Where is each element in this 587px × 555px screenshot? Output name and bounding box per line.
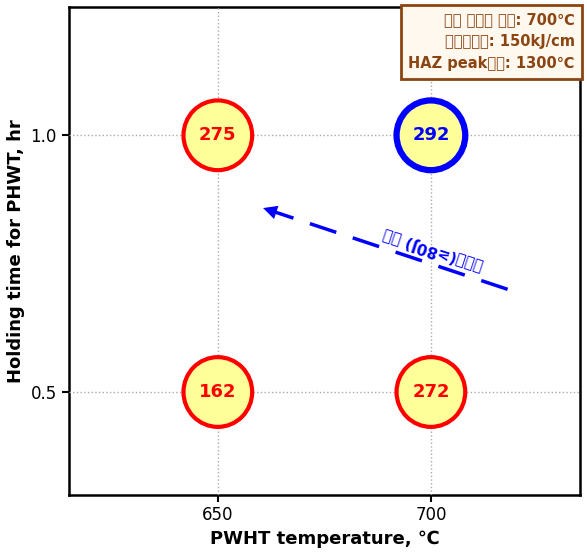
- Ellipse shape: [184, 100, 252, 170]
- Ellipse shape: [184, 357, 252, 427]
- Text: 안목표(≥80J) 달성: 안목표(≥80J) 달성: [381, 227, 485, 274]
- Text: 275: 275: [199, 127, 237, 144]
- Ellipse shape: [397, 357, 465, 427]
- X-axis label: PWHT temperature, ℃: PWHT temperature, ℃: [210, 530, 439, 548]
- Text: 272: 272: [412, 383, 450, 401]
- Y-axis label: Holding time for PHWT, hr: Holding time for PHWT, hr: [7, 119, 25, 383]
- Text: 292: 292: [412, 127, 450, 144]
- Ellipse shape: [397, 100, 465, 170]
- Text: 162: 162: [199, 383, 237, 401]
- Text: 모재 템퍼링 온도: 700℃
용접입열량: 150kJ/cm
HAZ peak온도: 1300℃: 모재 템퍼링 온도: 700℃ 용접입열량: 150kJ/cm HAZ peak…: [409, 12, 575, 71]
